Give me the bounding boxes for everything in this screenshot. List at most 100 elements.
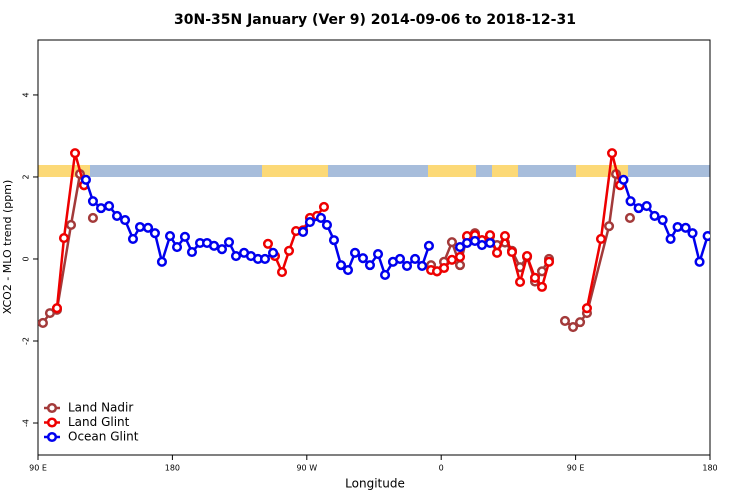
y-axis-label: XCO2 - MLO trend (ppm) [1, 180, 14, 315]
y-tick-label: 4 [22, 92, 31, 97]
data-point [216, 244, 228, 255]
legend-marker [46, 417, 58, 428]
data-point [179, 231, 190, 242]
data-point [454, 251, 466, 262]
data-point [446, 254, 458, 265]
legend-label: Land Nadir [68, 401, 133, 415]
data-point [559, 315, 571, 326]
data-point [328, 235, 340, 246]
data-point [454, 242, 466, 253]
data-point [51, 303, 63, 314]
data-point [492, 247, 503, 258]
data-point [357, 253, 368, 264]
data-point [38, 317, 48, 329]
legend-marker [46, 402, 58, 414]
data-point [581, 303, 592, 314]
data-point [186, 246, 198, 258]
data-point [127, 233, 139, 244]
y-tick-label: -4 [22, 419, 31, 427]
data-point [618, 174, 629, 185]
data-point [134, 221, 146, 233]
data-point [276, 267, 288, 278]
data-point [687, 228, 698, 239]
data-point [104, 201, 115, 212]
data-point [568, 322, 579, 333]
data-point [625, 196, 636, 207]
data-point [702, 230, 710, 242]
plot-area [38, 148, 710, 333]
data-point [454, 260, 466, 271]
data-point [87, 212, 99, 224]
data-point [417, 260, 428, 272]
data-point [87, 196, 99, 207]
data-point [209, 240, 220, 251]
data-point [304, 217, 315, 228]
data-point [694, 256, 705, 267]
data-point [262, 238, 274, 249]
data-point [641, 201, 652, 212]
legend-marker [46, 431, 58, 443]
data-point [65, 219, 77, 230]
data-point [469, 235, 480, 246]
data-point [268, 247, 279, 258]
data-point [423, 240, 435, 251]
data-point [283, 245, 295, 256]
data-point [529, 272, 541, 283]
data-point [318, 201, 330, 212]
data-point [69, 148, 81, 159]
data-point [672, 221, 683, 233]
data-point [223, 237, 235, 248]
data-point [476, 239, 488, 251]
data-point [156, 256, 167, 267]
data-point [680, 222, 691, 233]
legend-label: Land Glint [68, 415, 130, 429]
data-point [58, 233, 70, 244]
x-tick-label: 90 E [567, 464, 585, 473]
x-tick-label: 90 W [296, 464, 317, 473]
data-point [171, 242, 183, 253]
data-point [298, 226, 309, 237]
data-point [111, 210, 123, 221]
data-point [80, 174, 91, 185]
data-point [149, 228, 160, 239]
x-tick-label: 180 [702, 464, 717, 473]
data-point [364, 260, 376, 271]
data-point [575, 317, 586, 328]
data-point [624, 212, 636, 224]
y-tick-label: -2 [22, 337, 31, 345]
data-point [342, 265, 354, 276]
data-point [438, 262, 450, 274]
x-axis-label: Longitude [345, 477, 405, 491]
data-point [95, 203, 107, 214]
data-point [649, 210, 660, 221]
data-point [372, 249, 384, 260]
data-point [143, 222, 154, 233]
data-point [499, 230, 511, 242]
data-point [164, 230, 176, 242]
data-point [665, 233, 676, 244]
data-point [606, 148, 618, 159]
data-point [321, 219, 333, 230]
data-point [543, 256, 555, 267]
x-tick-label: 90 E [29, 464, 47, 473]
surface-band [38, 165, 710, 177]
x-tick-label: 180 [165, 464, 180, 473]
data-point [604, 221, 615, 232]
chart-title: 30N-35N January (Ver 9) 2014-09-06 to 20… [174, 12, 576, 28]
data-point [446, 237, 458, 248]
y-tick-label: 2 [22, 174, 31, 179]
data-point [484, 237, 496, 249]
data-point [484, 230, 496, 241]
data-point [657, 214, 668, 226]
data-point [410, 253, 421, 265]
legend-label: Ocean Glint [68, 430, 139, 444]
data-point [522, 251, 533, 262]
x-tick-label: 0 [439, 464, 444, 473]
data-point [595, 233, 607, 244]
data-point [506, 246, 518, 258]
plot-frame [37, 39, 711, 456]
data-point [461, 237, 473, 249]
